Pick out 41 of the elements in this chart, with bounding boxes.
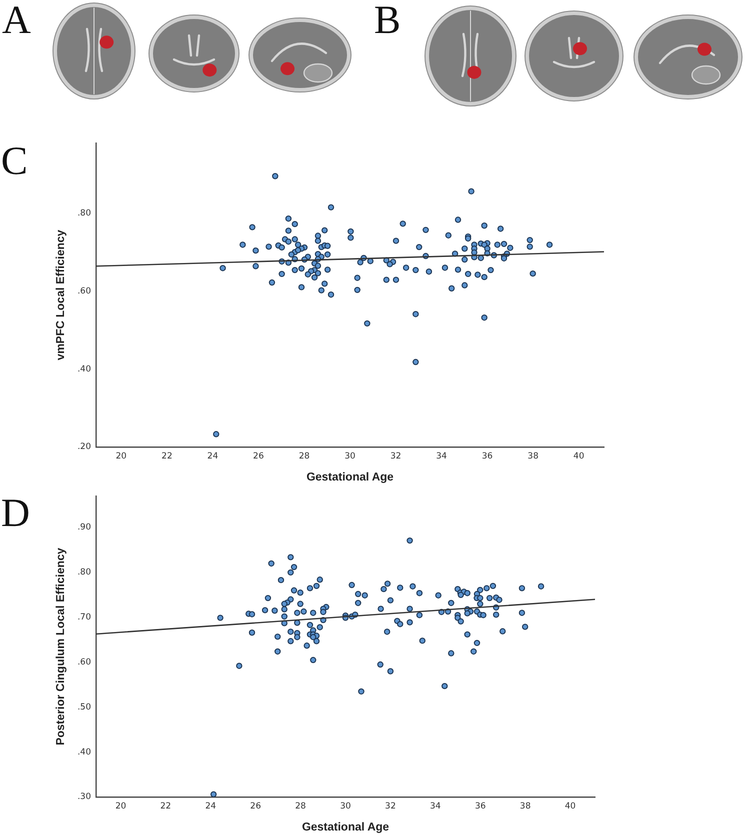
x-tick-label: 30: [344, 451, 356, 462]
y-tick-label: .60: [77, 286, 91, 296]
y-tick-label: .80: [77, 568, 91, 578]
x-tick-label: 38: [520, 801, 531, 812]
text: B: [374, 0, 401, 42]
x-tick-label: 24: [205, 801, 216, 812]
x-tick-label: 36: [474, 801, 486, 812]
y-tick-label: .20: [77, 442, 91, 452]
x-tick-label: 34: [436, 451, 447, 462]
x-tick-label: 32: [390, 451, 402, 462]
x-tick-label: 36: [482, 451, 493, 462]
y-tick-label: .30: [77, 792, 91, 802]
y-tick-label: .40: [77, 747, 91, 758]
y-tick-label: .40: [77, 364, 91, 374]
y-tick-label: .50: [77, 702, 91, 712]
x-tick-label: 22: [162, 451, 172, 462]
x-tick-label: 22: [160, 801, 172, 812]
x-tick-label: 38: [528, 451, 538, 462]
x-tick-label: 20: [116, 451, 127, 462]
y-tick-label: .60: [77, 657, 91, 668]
y-tick-label: .70: [77, 612, 91, 623]
x-tick-label: 26: [253, 451, 264, 462]
text: A: [2, 0, 31, 42]
x-tick-label: 28: [295, 801, 306, 812]
x-tick-label: 40: [564, 801, 576, 812]
y-tick-label: .80: [77, 208, 91, 218]
x-tick-label: 32: [385, 801, 396, 812]
y-axis-title: vmPFC Local Efficiency: [55, 229, 68, 360]
x-tick-label: 34: [430, 801, 441, 812]
x-tick-label: 28: [298, 451, 310, 462]
x-tick-label: 40: [573, 451, 584, 462]
y-tick-label: .90: [77, 522, 91, 533]
chart-title: D: [1, 490, 30, 535]
x-tick-label: 24: [207, 451, 218, 462]
x-tick-label: 30: [340, 801, 351, 812]
x-tick-label: 26: [250, 801, 262, 812]
x-tick-label: 20: [115, 801, 126, 812]
x-axis-title: Gestational Age: [302, 821, 390, 834]
y-axis-title: Posterior Cingulum Local Efficiency: [55, 547, 68, 746]
chart-title: C: [1, 138, 28, 183]
x-axis-title: Gestational Age: [306, 471, 394, 484]
